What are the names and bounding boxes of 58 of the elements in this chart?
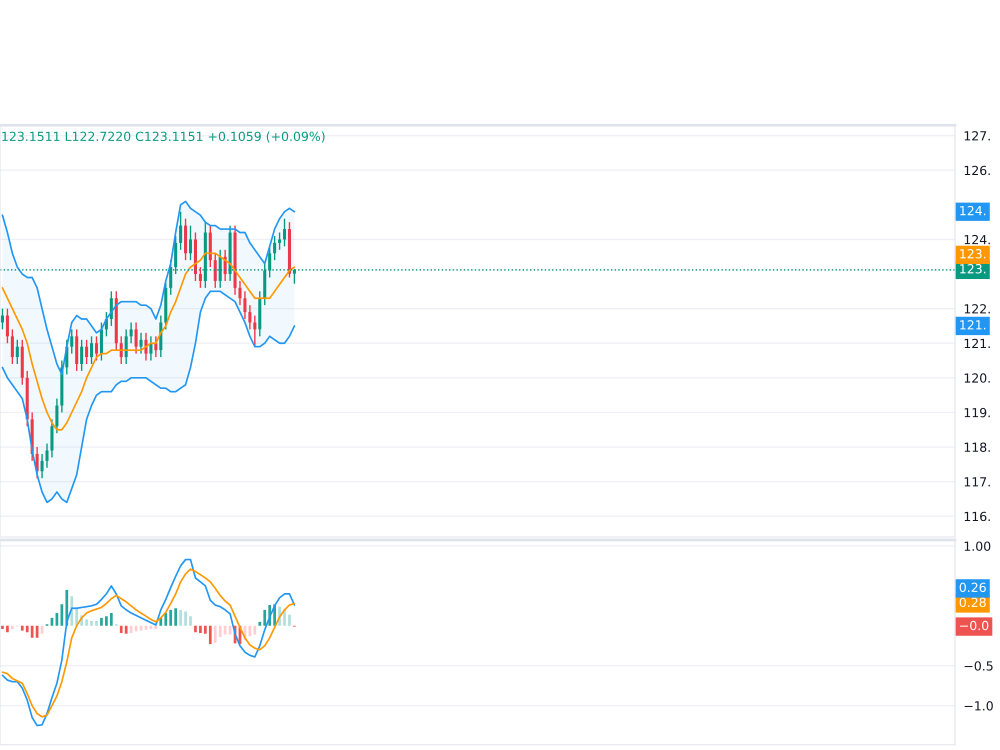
y-tick-label: −1.0 <box>964 701 993 711</box>
bar <box>199 626 202 633</box>
bar <box>60 604 64 626</box>
ref-line-label: 123. <box>960 264 986 274</box>
bar <box>169 610 172 626</box>
y-tick-label: 116. <box>964 512 990 522</box>
y-tick-label: 120. <box>964 373 990 383</box>
text: 0.26 <box>960 582 986 592</box>
y-tick-label: 1.00 <box>964 541 990 551</box>
line-series <box>2 252 296 431</box>
y-tick-label: 118. <box>964 442 990 452</box>
bar <box>105 616 108 626</box>
line-series <box>2 290 296 504</box>
bar <box>204 626 207 634</box>
y-tick-label: 119. <box>964 408 990 418</box>
bar <box>288 614 291 626</box>
text: 123. <box>960 249 986 259</box>
bar <box>95 621 98 626</box>
bar <box>130 626 132 633</box>
bar <box>184 611 187 626</box>
annotation: −0.0 <box>960 620 988 630</box>
y-tick-label: −0.5 <box>964 661 993 671</box>
y-tick-label: 126. <box>964 166 990 176</box>
y-tick-label: 127. <box>964 131 990 140</box>
y-tick-label: 121. <box>964 338 990 348</box>
bar <box>36 626 38 638</box>
bar <box>150 626 152 630</box>
y-tick-label: 122. <box>964 304 990 314</box>
bar <box>140 626 142 631</box>
bar <box>40 626 44 634</box>
bar <box>6 626 9 632</box>
bar <box>124 626 128 634</box>
bar <box>179 610 182 626</box>
line-series <box>2 200 296 376</box>
bar <box>134 626 138 632</box>
bar <box>100 618 103 626</box>
bar <box>189 616 192 626</box>
chart-subtitle: 123.1511 L122.7220 C123.1151 +0.1059 (+0.09%) <box>2 131 325 143</box>
bar <box>120 626 123 633</box>
bar <box>258 622 262 626</box>
bar <box>50 618 54 626</box>
bar <box>110 613 113 626</box>
bar <box>56 613 58 626</box>
bar <box>90 621 93 626</box>
bar <box>144 626 148 630</box>
bar <box>1 626 4 630</box>
annotation: 0.28 <box>960 598 986 608</box>
bar <box>263 610 266 626</box>
bar <box>283 610 286 626</box>
bar <box>208 626 212 644</box>
y-tick-label: 117. <box>964 477 990 486</box>
bar <box>228 626 232 635</box>
bar <box>174 608 178 626</box>
bar <box>214 626 217 643</box>
bar <box>194 626 197 632</box>
bar <box>30 626 34 638</box>
y-tick-label: 124. <box>964 234 990 244</box>
bar <box>85 619 88 626</box>
